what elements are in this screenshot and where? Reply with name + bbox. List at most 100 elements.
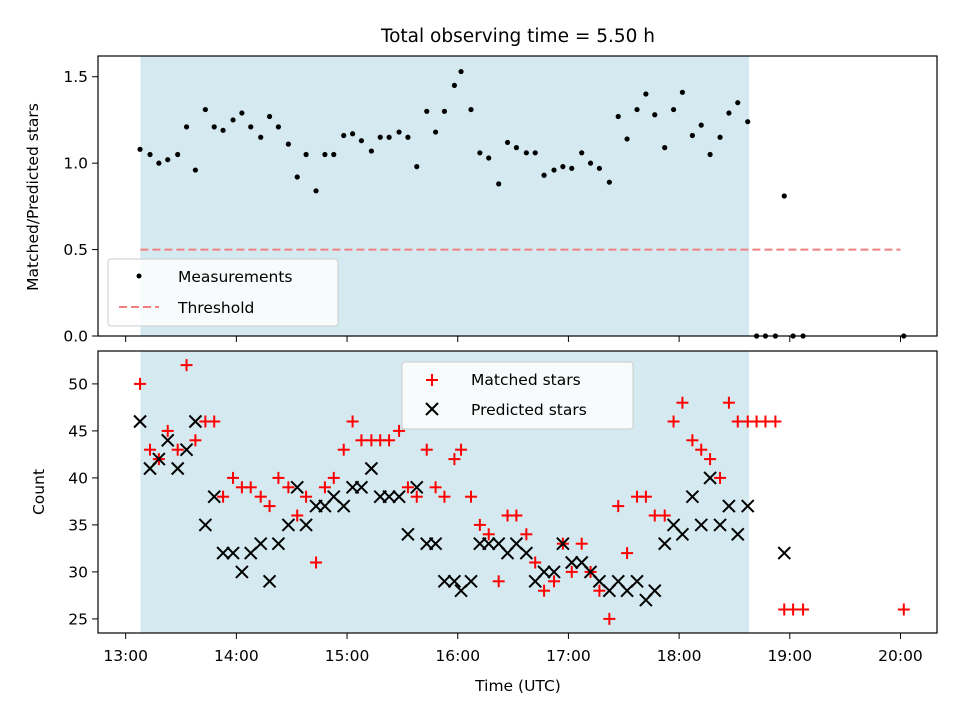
matched-star-point (180, 359, 193, 372)
matched-star-point (410, 490, 423, 503)
predicted-star-point (216, 546, 230, 560)
matched-star-point (310, 556, 323, 569)
measurement-point (266, 113, 273, 120)
predicted-star-point (630, 574, 644, 589)
x-tick-label: 18:00 (657, 647, 702, 665)
matched-star-point (455, 443, 468, 456)
matched-star-point (327, 471, 340, 484)
measurement-point (624, 136, 630, 142)
measurement-point (781, 193, 787, 199)
predicted-star-point (161, 433, 175, 448)
matched-star-point (612, 500, 625, 513)
top-legend-box (107, 258, 339, 327)
predicted-star-point (392, 489, 406, 504)
matched-star-point (337, 443, 350, 456)
matched-star-point (714, 471, 727, 484)
matched-star-point (300, 490, 313, 503)
predicted-star-points (133, 414, 791, 607)
measurement-point (745, 119, 751, 125)
measurement-point (432, 129, 439, 135)
matched-star-point (897, 603, 910, 616)
matched-star-point (548, 575, 561, 588)
matched-star-point (465, 490, 478, 503)
matched-star-point (769, 415, 782, 428)
predicted-star-point (262, 574, 277, 589)
y-tick-label: 50 (68, 375, 88, 393)
measurement-point (147, 151, 153, 158)
matched-star-point (448, 453, 461, 466)
legend-marker-predicted-stars (425, 402, 439, 416)
predicted-star-point (685, 489, 700, 504)
predicted-star-point (437, 574, 452, 589)
matched-star-point (171, 443, 184, 456)
measurement-point (313, 188, 319, 194)
predicted-star-point (556, 536, 570, 551)
matched-star-point (603, 612, 616, 625)
predicted-star-point (675, 527, 690, 542)
legend-marker-measurements (136, 273, 142, 279)
measurement-point (698, 122, 704, 128)
matched-star-point (667, 415, 680, 428)
matched-star-point (639, 490, 652, 503)
legend-label-threshold: Threshold (177, 299, 254, 317)
matched-star-point (244, 481, 257, 494)
matched-star-point (538, 584, 551, 597)
x-tick-label: 16:00 (435, 647, 480, 665)
matched-star-point (217, 490, 230, 503)
matched-star-point (438, 490, 451, 503)
measurement-point (541, 172, 547, 178)
predicted-star-point (741, 499, 755, 513)
predicted-star-point (271, 536, 286, 551)
measurement-point (424, 108, 430, 114)
measurement-point (513, 145, 519, 151)
predicted-star-point (207, 489, 221, 504)
measurement-point (258, 134, 264, 140)
measurement-point (441, 108, 448, 114)
matched-star-point (263, 500, 276, 513)
top-legend: Measurements Threshold (107, 258, 339, 327)
matched-star-point (144, 443, 157, 456)
predicted-star-point (694, 518, 708, 532)
measurement-point (331, 151, 337, 158)
predicted-star-point (290, 480, 304, 495)
matched-star-point (722, 396, 735, 409)
predicted-star-point (722, 499, 736, 513)
predicted-star-point (281, 518, 296, 532)
legend-marker-matched-stars (426, 374, 438, 386)
top-y-axis-label: Matched/Predicted stars (24, 103, 42, 291)
measurement-point (358, 138, 365, 144)
top-panel: 0.0 0.5 1.0 1.5 Matched/Predicted stars Mea… (24, 55, 938, 346)
measurement-point (560, 164, 566, 170)
measurement-point (606, 179, 612, 185)
y-tick-label: 30 (68, 563, 88, 581)
matched-star-point (134, 377, 147, 390)
predicted-star-point (337, 499, 351, 513)
y-tick-label: 1.0 (63, 155, 88, 173)
predicted-star-point (235, 565, 249, 579)
predicted-star-point (703, 471, 717, 485)
predicted-star-point (648, 583, 662, 598)
measurement-point (183, 124, 190, 130)
measurement-point (202, 106, 208, 113)
matched-star-point (686, 434, 699, 447)
predicted-star-point (777, 546, 791, 560)
predicted-star-point (537, 565, 551, 579)
matched-star-point (291, 509, 304, 522)
x-tick-label: 13:00 (103, 647, 148, 665)
matched-star-point (593, 584, 606, 597)
bottom-y-axis-label: Count (30, 469, 48, 515)
predicted-star-point (482, 536, 496, 551)
x-tick-label: 15:00 (325, 647, 370, 665)
predicted-star-point (410, 480, 424, 495)
measurement-point (735, 100, 741, 106)
predicted-star-point (226, 546, 240, 560)
bottom-legend: Matched stars Predicted stars (401, 361, 634, 430)
measurement-point (303, 151, 309, 158)
measurement-point (468, 106, 474, 113)
measurement-point (211, 124, 217, 130)
measurement-point (486, 155, 492, 161)
matched-star-point (346, 415, 359, 428)
measurement-point (689, 132, 695, 139)
x-tick-label: 17:00 (546, 647, 591, 665)
x-axis-label: Time (UTC) (474, 677, 561, 695)
